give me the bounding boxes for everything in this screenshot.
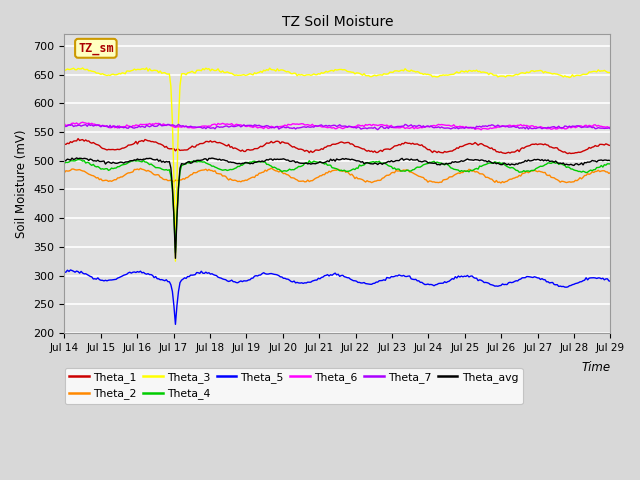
Theta_1 — [607, 143, 614, 148]
Line: Theta_1: Theta_1 — [65, 139, 611, 154]
Line: Theta_6: Theta_6 — [65, 122, 611, 130]
Theta_6 — [79, 120, 86, 125]
Theta_2 — [268, 165, 275, 171]
Theta_7 — [127, 124, 135, 130]
Theta_3 — [143, 65, 150, 71]
Theta_3 — [61, 68, 68, 73]
Theta_1 — [61, 142, 68, 147]
Title: TZ Soil Moisture: TZ Soil Moisture — [282, 15, 393, 29]
Theta_2 — [607, 170, 614, 176]
Theta_5 — [67, 267, 74, 273]
Y-axis label: Soil Moisture (mV): Soil Moisture (mV) — [15, 130, 28, 238]
Theta_4 — [129, 158, 137, 164]
Theta_avg — [172, 255, 179, 261]
Theta_3 — [607, 70, 614, 75]
Theta_5 — [579, 278, 587, 284]
Theta_6 — [607, 124, 614, 130]
Line: Theta_2: Theta_2 — [65, 168, 611, 183]
Theta_7 — [61, 123, 68, 129]
Theta_4 — [61, 160, 68, 166]
Theta_4 — [172, 250, 179, 255]
Theta_avg — [244, 160, 252, 166]
Theta_avg — [579, 162, 587, 168]
Theta_3 — [227, 71, 234, 76]
Theta_2 — [241, 177, 249, 183]
Theta_7 — [579, 124, 587, 130]
Theta_7 — [252, 122, 260, 128]
Theta_2 — [223, 175, 231, 181]
Theta_4 — [607, 161, 614, 167]
Theta_7 — [156, 121, 164, 127]
Theta_7 — [374, 127, 381, 132]
Theta_3 — [579, 72, 587, 77]
Theta_6 — [243, 124, 251, 130]
Theta_1 — [579, 148, 587, 154]
Theta_avg — [302, 160, 310, 166]
Theta_2 — [61, 170, 68, 176]
Theta_6 — [61, 121, 68, 127]
Theta_2 — [579, 174, 587, 180]
Theta_4 — [74, 156, 82, 162]
Theta_6 — [301, 122, 308, 128]
Line: Theta_4: Theta_4 — [65, 159, 611, 252]
Line: Theta_5: Theta_5 — [65, 270, 611, 324]
Theta_avg — [73, 155, 81, 161]
Theta_4 — [244, 160, 252, 166]
Theta_1 — [252, 146, 260, 152]
Theta_6 — [129, 123, 137, 129]
Theta_6 — [579, 124, 587, 130]
Theta_2 — [251, 175, 259, 180]
Theta_avg — [253, 159, 261, 165]
Line: Theta_avg: Theta_avg — [65, 158, 611, 258]
Theta_7 — [225, 124, 232, 130]
Text: Time: Time — [581, 361, 611, 374]
Theta_5 — [244, 277, 252, 283]
Theta_4 — [579, 168, 587, 174]
Theta_1 — [129, 142, 137, 147]
Theta_2 — [127, 169, 135, 175]
Theta_1 — [301, 148, 308, 154]
Theta_3 — [253, 70, 261, 76]
Theta_avg — [607, 158, 614, 164]
Theta_6 — [477, 127, 485, 132]
Theta_3 — [127, 68, 135, 73]
Theta_5 — [302, 280, 310, 286]
Theta_2 — [301, 179, 308, 185]
Line: Theta_7: Theta_7 — [65, 124, 611, 130]
Theta_4 — [302, 160, 310, 166]
Theta_1 — [225, 142, 232, 147]
Theta_5 — [129, 269, 137, 275]
Theta_3 — [244, 72, 252, 77]
Theta_5 — [607, 278, 614, 284]
Theta_1 — [243, 147, 251, 153]
Theta_avg — [129, 158, 137, 164]
Theta_7 — [243, 122, 251, 128]
Theta_6 — [252, 124, 260, 130]
Theta_2 — [497, 180, 505, 186]
Theta_4 — [253, 159, 261, 165]
Legend: Theta_1, Theta_2, Theta_3, Theta_4, Theta_5, Theta_6, Theta_7, Theta_avg: Theta_1, Theta_2, Theta_3, Theta_4, Thet… — [65, 368, 522, 404]
Theta_7 — [301, 124, 308, 130]
Theta_7 — [607, 126, 614, 132]
Theta_3 — [302, 72, 310, 78]
Theta_1 — [74, 136, 82, 142]
Theta_avg — [227, 159, 234, 165]
Theta_1 — [564, 151, 572, 156]
Line: Theta_3: Theta_3 — [65, 68, 611, 261]
Theta_5 — [227, 278, 234, 284]
Theta_4 — [227, 167, 234, 172]
Text: TZ_sm: TZ_sm — [78, 42, 114, 55]
Theta_3 — [172, 258, 179, 264]
Theta_5 — [172, 322, 179, 327]
Theta_5 — [253, 273, 261, 279]
Theta_5 — [61, 269, 68, 275]
Theta_6 — [225, 121, 232, 127]
Theta_avg — [61, 158, 68, 164]
